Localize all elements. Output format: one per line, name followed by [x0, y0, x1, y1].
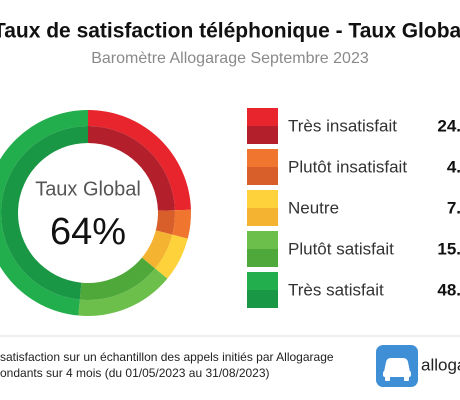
legend-swatch [247, 272, 278, 290]
legend-label: Très satisfait [288, 280, 384, 299]
donut-segment [155, 234, 188, 279]
legend-swatch [247, 126, 278, 144]
donut-segment-inner [155, 210, 175, 235]
footnote: satisfaction sur un échantillon des appe… [0, 350, 334, 364]
donut-segment [172, 209, 191, 239]
value-label: 7. [447, 198, 460, 217]
chart-title: Taux de satisfaction téléphonique - Taux… [0, 20, 460, 43]
legend-swatch [247, 290, 278, 308]
legend-swatch [247, 249, 278, 267]
chart-subtitle: Baromètre Allogarage Septembre 2023 [91, 50, 369, 67]
donut-segment [78, 268, 168, 316]
legend-label: Très insatisfait [288, 116, 397, 135]
legend-swatch [247, 190, 278, 208]
brand: allogar [421, 355, 460, 374]
value-label: 24. [437, 116, 460, 135]
value-label: 48. [437, 280, 460, 299]
donut-segment [88, 110, 191, 211]
footnote: ondants sur 4 mois (du 01/05/2023 au 31/… [0, 366, 270, 380]
legend-swatch [247, 149, 278, 167]
center-value: 64% [50, 211, 126, 253]
value-label: 15. [437, 239, 460, 258]
donut-segment-inner [88, 126, 175, 211]
legend-label: Neutre [288, 198, 339, 217]
value-label: 4. [447, 157, 460, 176]
legend-label: Plutôt insatisfait [288, 157, 407, 176]
legend-swatch [247, 108, 278, 126]
donut-segment-inner [141, 230, 173, 269]
donut-segment-inner [0, 126, 88, 300]
legend-swatch [247, 208, 278, 226]
legend-swatch [247, 167, 278, 185]
center-label: Taux Global [35, 178, 141, 200]
legend-swatch [247, 231, 278, 249]
logo-icon [376, 345, 418, 387]
legend-label: Plutôt satisfait [288, 239, 394, 258]
donut-segment-inner [79, 257, 156, 300]
